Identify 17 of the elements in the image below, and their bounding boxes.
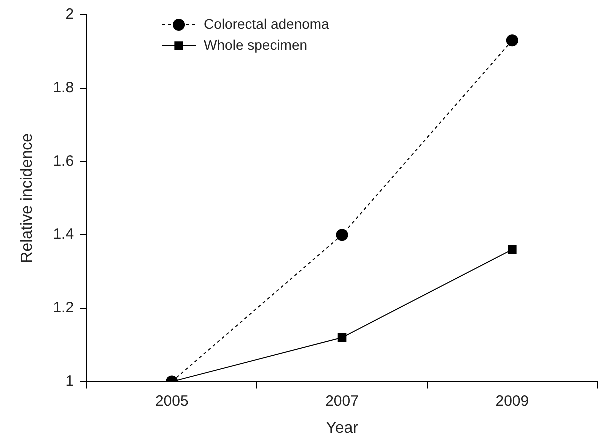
x-tick-label: 2007 — [326, 392, 359, 410]
y-tick-label: 1 — [66, 372, 74, 390]
legend-label: Colorectal adenoma — [204, 16, 330, 32]
y-tick-label: 1.8 — [53, 80, 74, 96]
y-axis-title: Relative incidence — [19, 133, 36, 264]
x-tick-label: 2005 — [155, 392, 189, 410]
y-tick-label: 2 — [66, 6, 74, 24]
x-axis-title: Year — [326, 420, 360, 437]
point — [506, 34, 518, 47]
x-tick-label: 2009 — [496, 392, 530, 410]
legend-label: Whole specimen — [204, 36, 308, 53]
y-tick-label: 1.6 — [53, 152, 74, 170]
y-tick-label: 1.2 — [53, 300, 74, 317]
point — [508, 245, 517, 254]
y-tick-label: 1.4 — [53, 226, 74, 244]
point — [336, 229, 348, 242]
point — [338, 333, 347, 342]
